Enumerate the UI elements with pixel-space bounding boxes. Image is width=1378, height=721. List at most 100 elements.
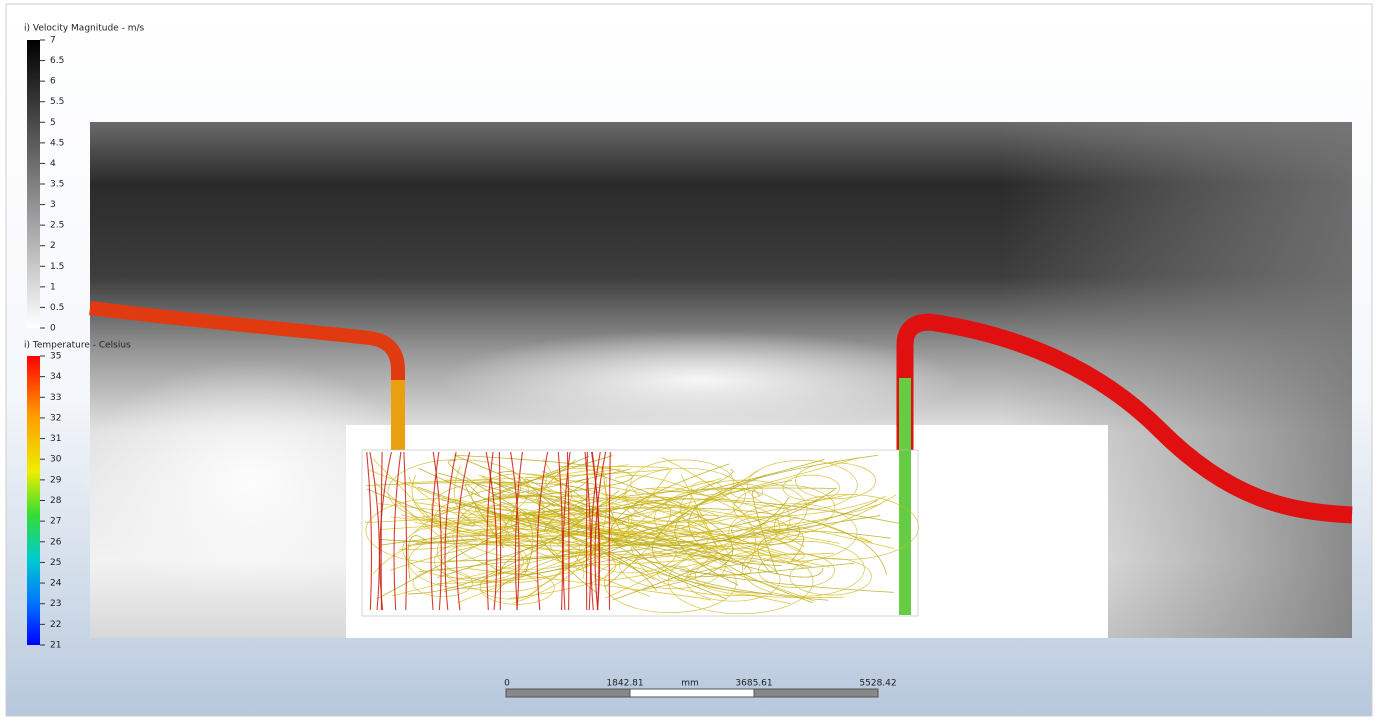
vortex-line xyxy=(633,496,682,519)
streamline xyxy=(407,538,478,546)
vortex-line xyxy=(654,487,791,550)
streamline xyxy=(481,513,617,599)
streamline xyxy=(407,535,428,579)
scale-segment xyxy=(753,688,879,698)
streamline xyxy=(523,473,700,533)
streamlines xyxy=(361,449,919,617)
hot-streamline xyxy=(594,451,607,611)
legend-tick-label: 0 xyxy=(50,324,56,334)
streamline xyxy=(524,478,556,508)
legend-tick-label: 6.5 xyxy=(50,56,64,66)
streamline xyxy=(499,501,534,575)
legend-tick-label: 30 xyxy=(50,455,62,465)
vortex-line xyxy=(758,553,835,589)
streamline xyxy=(477,506,806,540)
hot-streamline xyxy=(486,451,494,611)
streamline xyxy=(416,498,713,538)
streamline xyxy=(614,475,806,548)
vortex-line xyxy=(402,519,533,579)
streamline xyxy=(812,520,873,543)
hot-streamline xyxy=(430,451,440,611)
scale-segment xyxy=(629,688,755,698)
streamline xyxy=(437,472,800,545)
hot-streamline xyxy=(514,451,523,611)
scale-label: mm xyxy=(681,679,699,689)
legend-tick-label: 26 xyxy=(50,537,62,547)
streamline xyxy=(455,455,824,578)
legend-tick-label: 22 xyxy=(50,620,61,630)
hot-streamline xyxy=(432,451,442,611)
legend-tick-label: 1 xyxy=(50,282,56,292)
vortex-line xyxy=(624,467,746,523)
streamline xyxy=(694,516,844,598)
vortex-line xyxy=(630,459,735,507)
legend-tick-label: 33 xyxy=(50,393,61,403)
inlet-streamtube xyxy=(89,301,405,450)
streamline xyxy=(366,488,475,527)
domain-outline xyxy=(361,449,919,617)
vortex-line xyxy=(679,479,808,538)
legend-tick-label: 25 xyxy=(50,558,61,568)
streamline xyxy=(434,464,629,530)
vortex-line xyxy=(434,540,524,582)
hot-streamline xyxy=(393,451,402,611)
streamline xyxy=(475,504,710,554)
vortex-line xyxy=(556,548,590,565)
streamline xyxy=(481,476,624,547)
streamline xyxy=(680,474,719,550)
streamline xyxy=(398,457,859,550)
temperature-colorbar xyxy=(27,356,40,645)
field-blot xyxy=(80,360,420,600)
vortex-line xyxy=(619,540,727,589)
outlet-streamtube xyxy=(896,313,1353,524)
vortex-line xyxy=(471,473,572,519)
streamline xyxy=(512,481,607,604)
vortex-line xyxy=(430,482,545,535)
legend-tick-label: 28 xyxy=(50,496,62,506)
legend-tick-label: 2.5 xyxy=(50,221,64,231)
legend-title: i) Temperature - Celsius xyxy=(24,341,131,351)
hot-streamline xyxy=(403,451,408,611)
vortex-line xyxy=(365,498,508,563)
vortex-line xyxy=(408,534,529,589)
hot-streamline xyxy=(591,451,600,611)
legend-tick-label: 35 xyxy=(50,352,61,362)
vortex-line xyxy=(746,460,858,511)
legend-tick-label: 27 xyxy=(50,517,61,527)
vortex-line xyxy=(583,531,677,574)
vortex-line xyxy=(728,503,858,562)
vortex-line xyxy=(685,558,781,602)
hot-streamline xyxy=(456,451,471,611)
hot-streamline xyxy=(566,451,570,611)
vortex-line xyxy=(667,548,814,615)
streamline xyxy=(448,460,656,580)
vortex-line xyxy=(789,557,872,596)
vortex-line xyxy=(478,528,511,544)
field-blot xyxy=(440,330,960,430)
streamline xyxy=(413,495,894,549)
hot-streamline xyxy=(444,451,457,611)
vortex-line xyxy=(773,494,919,560)
vortex-line xyxy=(730,483,764,500)
hot-streamline xyxy=(608,451,611,611)
legend-tick-label: 23 xyxy=(50,599,61,609)
streamline xyxy=(610,463,894,593)
legend-tick-label: 3 xyxy=(50,200,56,210)
scale-label: 1842.81 xyxy=(606,679,643,689)
hot-streamline xyxy=(557,451,564,611)
streamline xyxy=(440,499,782,566)
streamline xyxy=(627,516,762,596)
hot-streamline xyxy=(510,451,520,611)
scale-segment xyxy=(505,688,631,698)
legend-tick-label: 31 xyxy=(50,434,61,444)
streamline xyxy=(486,507,725,562)
vortex-line xyxy=(782,474,840,501)
legend-tick-label: 4.5 xyxy=(50,138,64,148)
legend-tick-label: 0.5 xyxy=(50,303,64,313)
hot-streamline xyxy=(584,451,592,611)
streamline xyxy=(543,487,837,533)
streamline xyxy=(688,454,879,604)
legend-tick-label: 32 xyxy=(50,413,61,423)
hot-streamline xyxy=(379,451,392,611)
